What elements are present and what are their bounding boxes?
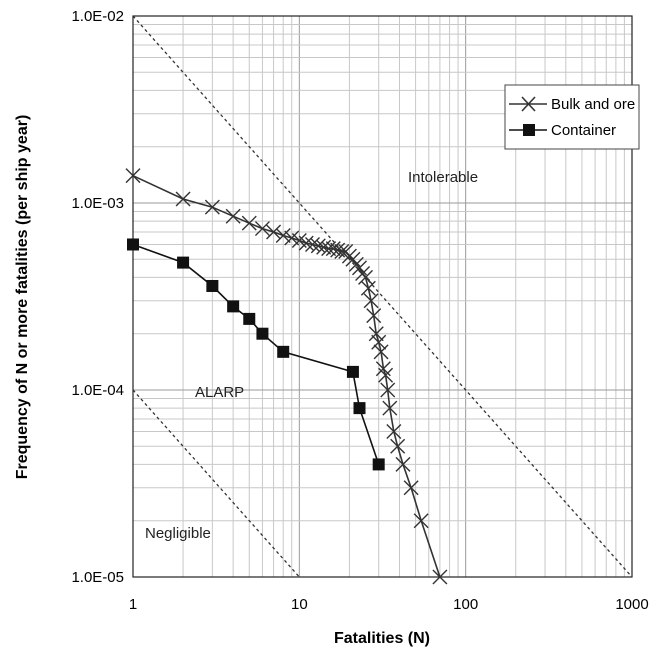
x-tick-label: 1 <box>129 596 137 613</box>
data-point-square-marker <box>177 256 190 269</box>
data-point-x-marker <box>390 438 406 454</box>
y-axis-title: Frequency of N or more fatalities (per s… <box>14 115 31 480</box>
series-layer <box>125 168 448 585</box>
y-tick-labels: 1.0E-05 1.0E-04 1.0E-03 1.0E-02 <box>71 8 124 586</box>
x-tick-label: 1000 <box>615 596 648 613</box>
series-bulk-and-ore <box>125 168 448 585</box>
data-point-square-marker <box>127 238 139 251</box>
data-point-x-marker <box>298 235 314 251</box>
data-point-x-marker <box>378 367 394 383</box>
data-point-x-marker <box>254 221 270 237</box>
data-point-x-marker <box>386 423 402 439</box>
data-point-x-marker <box>204 199 220 215</box>
y-tick-label: 1.0E-04 <box>71 382 124 399</box>
data-point-x-marker <box>363 293 379 309</box>
y-tick-label: 1.0E-05 <box>71 569 124 586</box>
data-point-x-marker <box>403 480 419 496</box>
x-tick-label: 10 <box>291 596 308 613</box>
data-point-square-marker <box>227 300 240 313</box>
data-point-x-marker <box>334 244 350 260</box>
plot-border <box>132 15 633 578</box>
data-point-square-marker <box>243 312 256 325</box>
series-line <box>132 243 380 465</box>
x-tick-label: 100 <box>453 596 478 613</box>
data-point-square-marker <box>346 365 359 378</box>
data-point-x-marker <box>325 241 341 257</box>
legend-box <box>504 84 640 150</box>
data-point-x-marker <box>266 224 282 240</box>
data-point-x-marker <box>275 228 291 244</box>
data-point-square-marker <box>206 279 219 292</box>
data-point-x-marker <box>380 382 396 398</box>
data-point-x-marker <box>395 456 411 472</box>
y-tick-label: 1.0E-03 <box>71 195 124 212</box>
legend-bulk-label: Bulk and ore <box>551 96 635 113</box>
data-point-x-marker <box>316 239 332 255</box>
data-point-x-marker <box>360 280 376 296</box>
data-point-x-marker <box>371 334 387 350</box>
y-tick-label: 1.0E-02 <box>71 8 124 25</box>
legend-container-marker <box>523 124 535 136</box>
data-point-square-marker <box>256 327 269 340</box>
data-point-square-marker <box>277 345 290 358</box>
data-point-x-marker <box>355 265 371 281</box>
data-point-x-marker <box>241 215 257 231</box>
data-point-x-marker <box>310 238 326 254</box>
region-label-negligible: Negligible <box>145 525 211 542</box>
data-point-x-marker <box>175 191 191 207</box>
legend-bulk-marker <box>521 96 536 112</box>
data-point-square-marker <box>372 458 385 471</box>
data-point-x-marker <box>366 308 382 324</box>
data-point-x-marker <box>125 168 141 184</box>
x-tick-labels: 1 10 100 1000 <box>129 596 649 613</box>
grid-lines <box>133 16 632 577</box>
data-point-square-marker <box>353 402 366 415</box>
x-axis-title: Fatalities (N) <box>334 630 430 647</box>
data-point-x-marker <box>358 269 374 285</box>
data-point-x-marker <box>432 569 448 585</box>
legend-container-label: Container <box>551 122 616 139</box>
region-label-alarp: ALARP <box>195 384 244 401</box>
criteria-line-upper <box>132 15 633 578</box>
data-point-x-marker <box>225 208 241 224</box>
data-point-x-marker <box>382 400 398 416</box>
series-container <box>127 238 385 471</box>
data-point-x-marker <box>413 513 429 529</box>
data-point-x-marker <box>368 326 384 342</box>
data-point-x-marker <box>373 344 389 360</box>
data-point-x-marker <box>321 241 337 257</box>
legend: Bulk and ore Container <box>504 84 640 150</box>
region-label-intolerable: Intolerable <box>408 169 478 186</box>
criteria-lines <box>132 15 633 578</box>
